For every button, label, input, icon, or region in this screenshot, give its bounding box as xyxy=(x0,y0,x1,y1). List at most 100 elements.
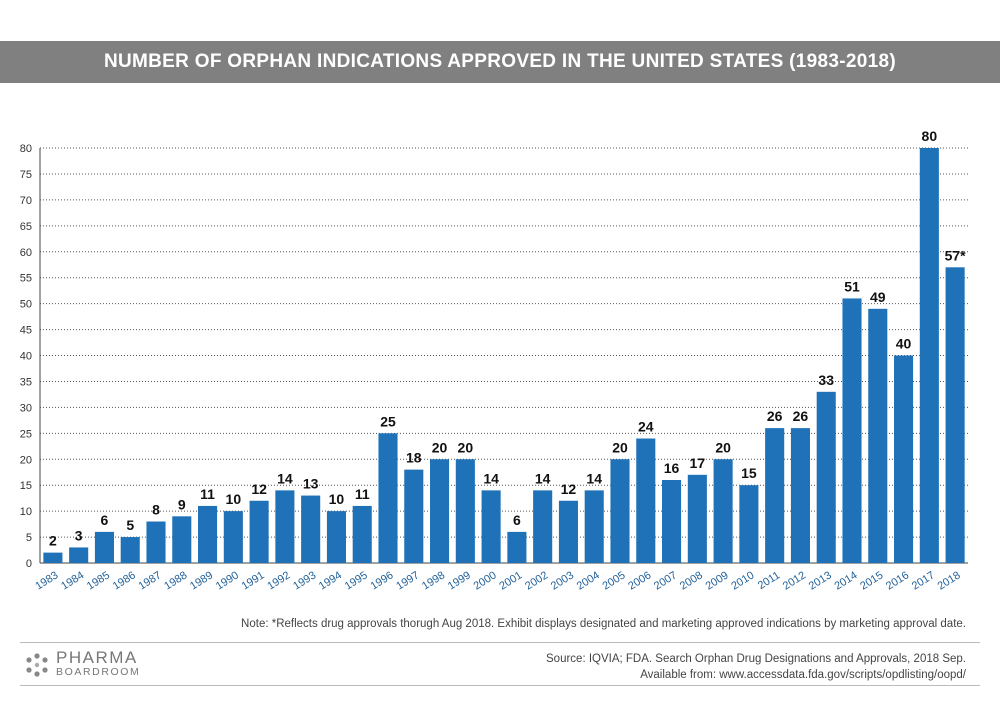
x-tick-label: 1991 xyxy=(240,569,267,592)
bar-1988 xyxy=(172,516,192,563)
data-label-2002: 14 xyxy=(535,470,551,486)
y-tick-label: 5 xyxy=(26,532,32,544)
y-tick-label: 25 xyxy=(20,428,32,440)
data-label-2004: 14 xyxy=(586,470,602,486)
x-tick-label: 2013 xyxy=(807,569,834,592)
data-label-2001: 6 xyxy=(513,512,521,528)
x-tick-label: 1984 xyxy=(59,569,86,592)
data-label-1991: 12 xyxy=(251,481,267,497)
y-tick-label: 70 xyxy=(20,195,32,207)
x-tick-label: 2009 xyxy=(704,569,731,592)
data-label-2018: 57* xyxy=(945,247,967,263)
x-tick-label: 1985 xyxy=(85,569,112,592)
y-tick-label: 60 xyxy=(20,247,32,259)
x-tick-label: 2014 xyxy=(832,569,859,592)
bar-1996 xyxy=(378,433,398,563)
data-label-2007: 16 xyxy=(664,460,680,476)
x-tick-label: 1998 xyxy=(420,569,447,592)
y-tick-label: 15 xyxy=(20,480,32,492)
source-line-2: Available from: www.accessdata.fda.gov/s… xyxy=(640,669,966,681)
x-tick-label: 1988 xyxy=(162,569,189,592)
y-tick-label: 50 xyxy=(20,299,32,311)
bar-2011 xyxy=(765,428,785,563)
x-tick-label: 1986 xyxy=(111,569,138,592)
source: Source: IQVIA; FDA. Search Orphan Drug D… xyxy=(546,651,966,683)
bar-2000 xyxy=(481,490,501,563)
data-label-1987: 8 xyxy=(152,502,160,518)
y-axis-ticks: 0 5 10 15 20 25 30 35 40 45 50 55 60 65 70 75 80 xyxy=(20,143,32,570)
data-label-1985: 6 xyxy=(101,512,109,528)
data-label-2010: 15 xyxy=(741,465,757,481)
x-tick-label: 1992 xyxy=(265,569,292,592)
bar-1991 xyxy=(249,500,269,563)
bar-2014 xyxy=(842,298,862,563)
bar-1994 xyxy=(326,511,346,563)
logo-sub-text: BOARDROOM xyxy=(56,666,141,678)
x-axis-ticks: 1983198419851986198719881989199019911992… xyxy=(33,569,962,592)
y-tick-label: 30 xyxy=(20,402,32,414)
bar-1990 xyxy=(223,511,243,563)
x-tick-label: 2012 xyxy=(781,569,808,592)
data-label-1997: 18 xyxy=(406,450,422,466)
bar-1989 xyxy=(198,505,218,563)
data-label-2006: 24 xyxy=(638,419,654,435)
bar-2008 xyxy=(687,474,707,563)
bar-2005 xyxy=(610,459,630,563)
bar-2006 xyxy=(636,438,656,563)
x-tick-label: 1994 xyxy=(317,569,344,592)
x-tick-label: 2018 xyxy=(936,569,963,592)
x-tick-label: 2000 xyxy=(472,569,499,592)
bar-1999 xyxy=(455,459,475,563)
data-label-2000: 14 xyxy=(483,470,499,486)
x-tick-label: 1995 xyxy=(343,569,370,592)
x-tick-label: 1983 xyxy=(33,569,60,592)
data-label-2011: 26 xyxy=(767,408,783,424)
data-label-1988: 9 xyxy=(178,496,186,512)
data-label-1994: 10 xyxy=(329,491,345,507)
data-label-2008: 17 xyxy=(690,455,706,471)
bar-1992 xyxy=(275,490,295,563)
x-tick-label: 2008 xyxy=(678,569,705,592)
bar-1995 xyxy=(352,505,372,563)
bar-1997 xyxy=(404,469,424,563)
footnote: Note: *Reflects drug approvals thorugh A… xyxy=(241,618,966,630)
divider xyxy=(20,642,980,643)
data-label-1986: 5 xyxy=(126,517,134,533)
bar-2004 xyxy=(584,490,604,563)
bar-1998 xyxy=(430,459,450,563)
x-tick-label: 2015 xyxy=(858,569,885,592)
bar-1984 xyxy=(69,547,89,563)
y-tick-label: 0 xyxy=(26,558,32,570)
y-tick-label: 65 xyxy=(20,221,32,233)
x-tick-label: 1989 xyxy=(188,569,215,592)
divider-bottom xyxy=(20,685,980,686)
bar-1987 xyxy=(146,521,166,563)
bar-2009 xyxy=(713,459,733,563)
logo: PHARMA BOARDROOM xyxy=(24,649,141,679)
title-bar: NUMBER OF ORPHAN INDICATIONS APPROVED IN… xyxy=(0,41,1000,83)
bar-2015 xyxy=(868,308,888,563)
x-tick-label: 2016 xyxy=(884,569,911,592)
x-tick-label: 1993 xyxy=(291,569,318,592)
y-tick-label: 55 xyxy=(20,273,32,285)
data-label-1999: 20 xyxy=(458,439,474,455)
data-label-1996: 25 xyxy=(380,413,396,429)
bar-1983 xyxy=(43,552,63,563)
x-tick-label: 1996 xyxy=(368,569,395,592)
y-tick-label: 35 xyxy=(20,376,32,388)
data-label-1983: 2 xyxy=(49,533,57,549)
data-label-1992: 14 xyxy=(277,470,293,486)
bar-1986 xyxy=(120,537,140,563)
data-label-2012: 26 xyxy=(793,408,809,424)
y-tick-label: 10 xyxy=(20,506,32,518)
bar-2002 xyxy=(533,490,553,563)
y-tick-label: 40 xyxy=(20,351,32,363)
x-tick-label: 2004 xyxy=(575,569,602,592)
x-tick-label: 2010 xyxy=(729,569,756,592)
bar-2003 xyxy=(558,500,578,563)
data-label-2003: 12 xyxy=(561,481,577,497)
pharma-dots-icon xyxy=(26,653,48,677)
x-tick-label: 2001 xyxy=(497,569,524,592)
data-label-2017: 80 xyxy=(922,128,938,144)
